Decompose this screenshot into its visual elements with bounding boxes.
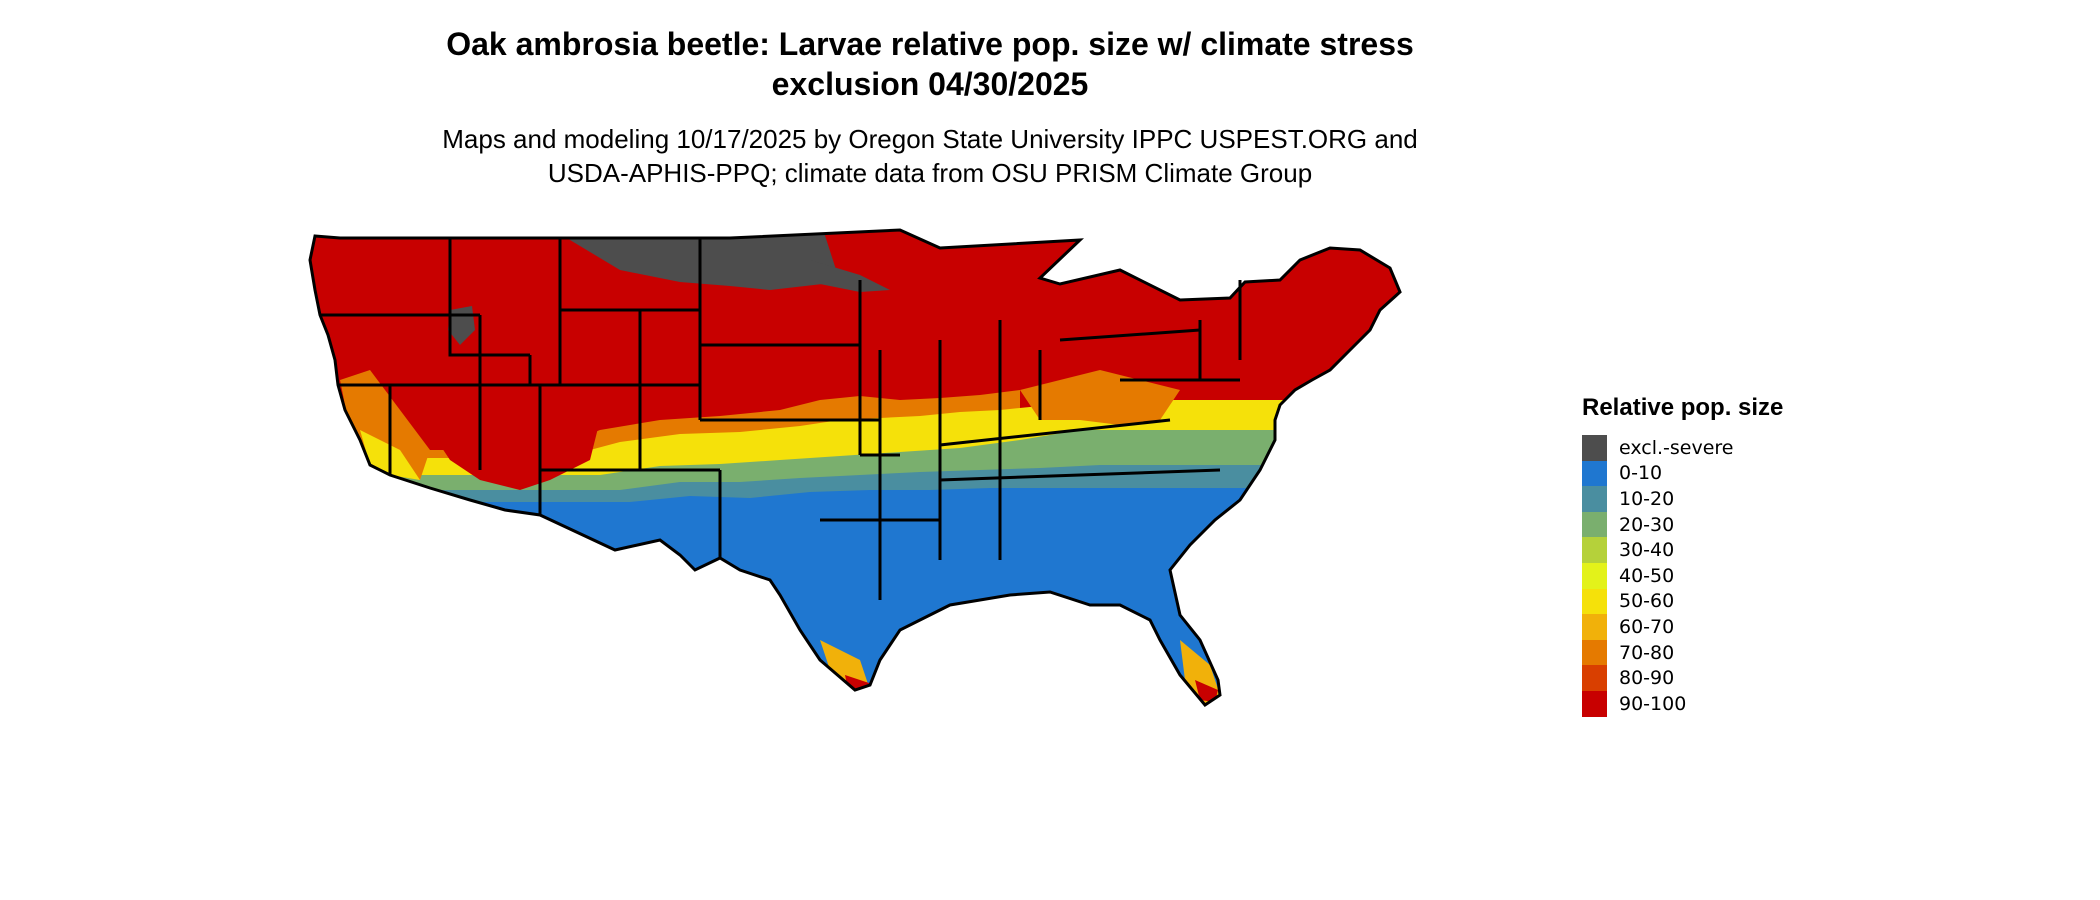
climate-zones — [310, 230, 1400, 705]
legend-label: 0-10 — [1619, 462, 1663, 485]
legend-title: Relative pop. size — [1582, 394, 1784, 421]
legend-label: 90-100 — [1619, 692, 1687, 715]
legend-swatch — [1582, 537, 1607, 563]
legend-item: 40-50 — [1582, 562, 2002, 589]
legend-item: 70-80 — [1582, 639, 2002, 666]
legend-swatch — [1582, 511, 1607, 538]
subtitle-line-2: USDA-APHIS-PPQ; climate data from OSU PR… — [547, 158, 1313, 188]
legend-item: 90-100 — [1582, 690, 2002, 717]
subtitle-line-1: Maps and modeling 10/17/2025 by Oregon S… — [442, 124, 1418, 154]
legend-item: 10-20 — [1582, 486, 2002, 512]
us-map — [308, 228, 1402, 707]
legend-label: 50-60 — [1619, 590, 1675, 613]
legend-item: 0-10 — [1582, 460, 2002, 487]
legend-label: 20-30 — [1619, 513, 1675, 536]
title-line-1: Oak ambrosia beetle: Larvae relative pop… — [446, 26, 1414, 62]
map-title: Oak ambrosia beetle: Larvae relative pop… — [0, 24, 1860, 104]
legend-label: 30-40 — [1619, 539, 1675, 562]
legend-swatch — [1582, 665, 1607, 691]
legend-item: 60-70 — [1582, 614, 2002, 640]
legend-swatch — [1582, 614, 1607, 640]
legend-items: excl.-severe 0-10 10-20 20-30 30-40 40-50 50-6… — [1582, 435, 2002, 717]
legend-swatch — [1582, 460, 1607, 487]
legend-item: 50-60 — [1582, 588, 2002, 615]
legend-item: 30-40 — [1582, 537, 2002, 563]
title-line-2: exclusion 04/30/2025 — [771, 66, 1089, 102]
legend: Relative pop. size excl.-severe 0-10 10-20… — [1582, 393, 2002, 717]
map-subtitle: Maps and modeling 10/17/2025 by Oregon S… — [0, 122, 1860, 190]
legend-swatch — [1582, 588, 1607, 615]
legend-label: 40-50 — [1619, 564, 1675, 587]
legend-label: 60-70 — [1619, 615, 1675, 638]
legend-label: 10-20 — [1619, 487, 1675, 510]
legend-swatch — [1582, 486, 1607, 512]
legend-label: 70-80 — [1619, 641, 1675, 664]
legend-label: excl.-severe — [1619, 436, 1734, 459]
legend-item: 20-30 — [1582, 511, 2002, 538]
legend-swatch — [1582, 690, 1607, 717]
legend-label: 80-90 — [1619, 667, 1675, 690]
legend-item: excl.-severe — [1582, 435, 2002, 461]
legend-swatch — [1582, 562, 1607, 589]
legend-swatch — [1582, 435, 1607, 461]
legend-item: 80-90 — [1582, 665, 2002, 691]
legend-swatch — [1582, 639, 1607, 666]
state-borders — [308, 228, 1402, 707]
